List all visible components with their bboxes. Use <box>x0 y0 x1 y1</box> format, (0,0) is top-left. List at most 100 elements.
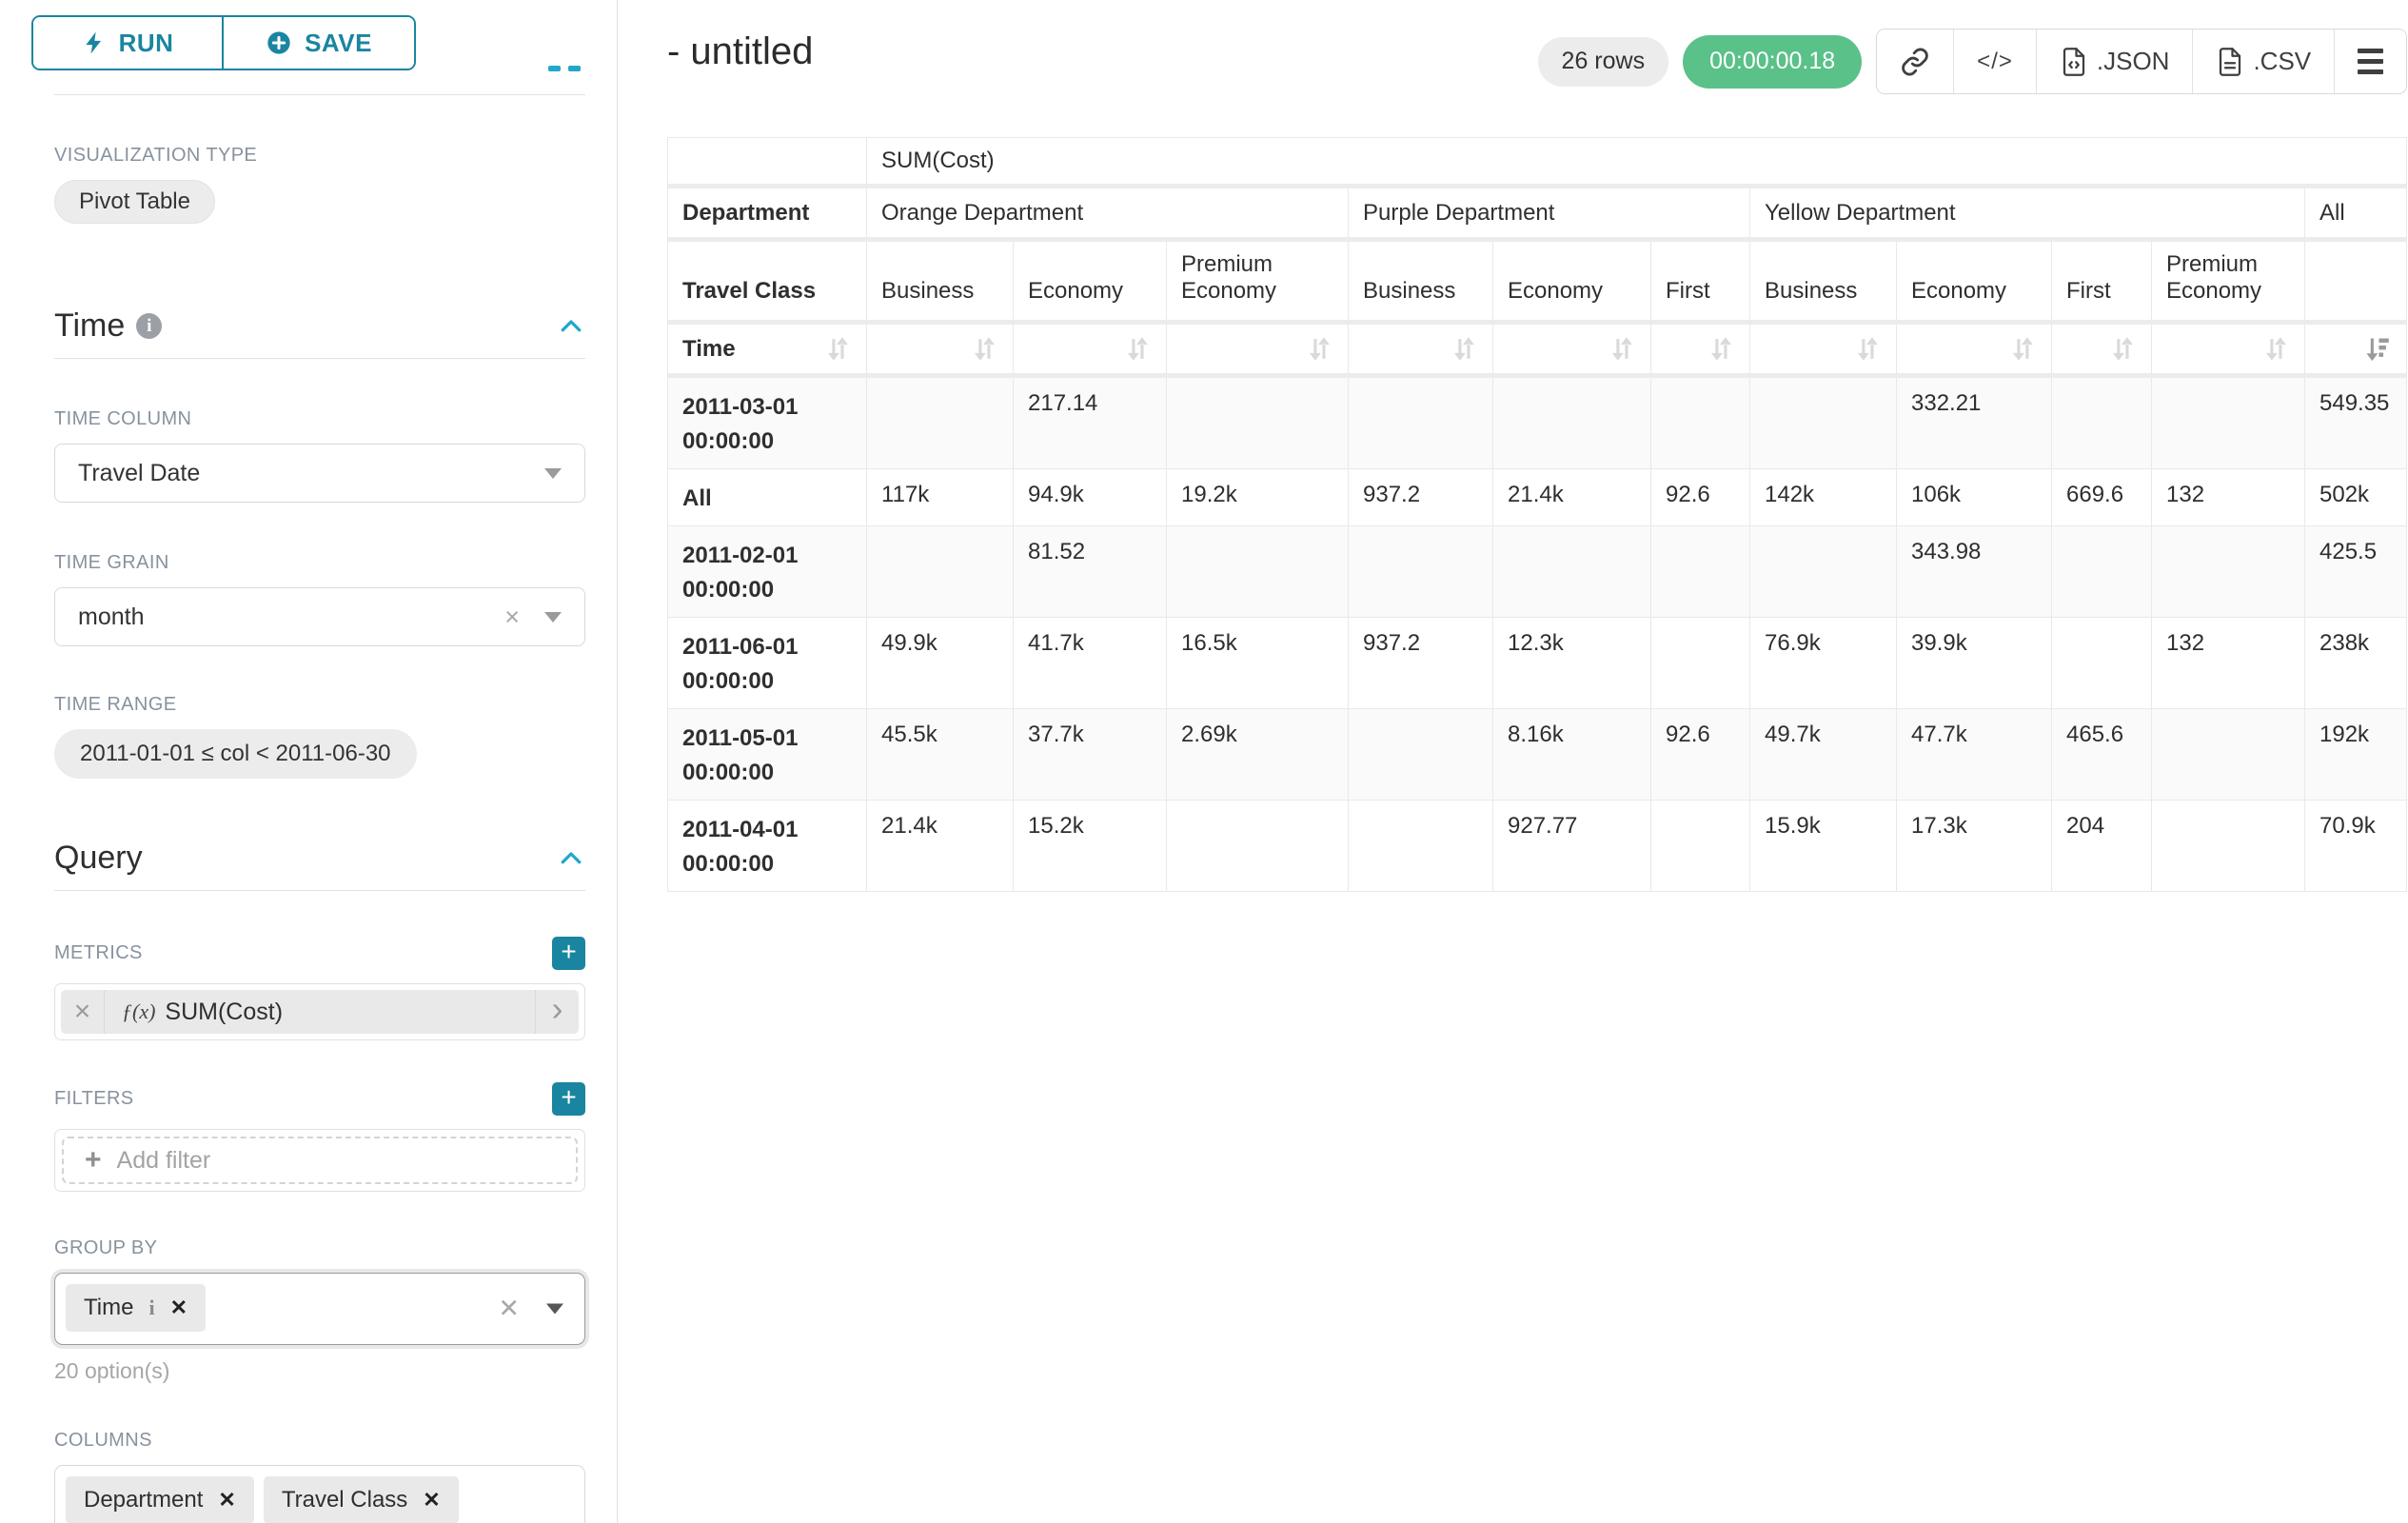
time-grain-label: TIME GRAIN <box>54 552 169 573</box>
menu-button[interactable] <box>2334 30 2407 93</box>
row-header-cell: 2011-02-01 00:00:00 <box>668 526 867 618</box>
time-range-value[interactable]: 2011-01-01 ≤ col < 2011-06-30 <box>54 729 417 779</box>
pivot-value-cell: 81.52 <box>1014 526 1167 618</box>
pivot-value-cell <box>1167 801 1349 892</box>
export-json-label: .JSON <box>2096 47 2170 75</box>
pivot-value-cell: 15.2k <box>1014 801 1167 892</box>
sort-icon[interactable] <box>1706 334 1735 364</box>
clear-icon[interactable]: × <box>504 602 520 631</box>
sort-icon[interactable] <box>969 334 998 364</box>
time-column-label: TIME COLUMN <box>54 408 192 429</box>
metric-header-cell: SUM(Cost) <box>867 138 2408 188</box>
run-button[interactable]: RUN <box>33 17 224 69</box>
pivot-value-cell <box>1349 709 1493 801</box>
sort-icon[interactable] <box>1449 334 1478 364</box>
chart-title[interactable]: - untitled <box>667 30 814 72</box>
travel-class-header: Premium Economy <box>1167 242 1349 325</box>
remove-tag-icon[interactable]: ✕ <box>169 1296 188 1319</box>
sort-icon[interactable] <box>1852 334 1882 364</box>
travel-class-header: Business <box>1349 242 1493 325</box>
add-filter-button[interactable]: + <box>552 1082 585 1116</box>
metric-header-row: SUM(Cost) <box>668 138 2408 188</box>
function-icon: ƒ(x) <box>122 999 156 1023</box>
sort-icon[interactable] <box>1122 334 1152 364</box>
columns-select[interactable]: Department ✕ Travel Class ✕ ✕ <box>54 1465 585 1523</box>
time-grain-select[interactable]: month × <box>54 587 585 646</box>
share-link-button[interactable] <box>1877 30 1954 93</box>
pivot-value-cell: 117k <box>867 469 1014 526</box>
pivot-value-cell <box>1167 378 1349 469</box>
sort-icon[interactable] <box>2260 334 2290 364</box>
remove-tag-icon[interactable]: ✕ <box>423 1488 441 1512</box>
query-timer-badge: 00:00:00.18 <box>1683 34 1863 89</box>
file-code-icon <box>2060 46 2088 78</box>
add-filter-dropzone[interactable]: + Add filter <box>62 1137 578 1184</box>
columns-label: COLUMNS <box>54 1430 152 1451</box>
pivot-value-cell: 70.9k <box>2305 801 2408 892</box>
remove-tag-icon[interactable]: ✕ <box>218 1488 236 1512</box>
pivot-value-cell <box>1651 618 1750 709</box>
sort-icon[interactable] <box>1607 334 1636 364</box>
sort-icon[interactable] <box>1304 334 1333 364</box>
export-json-button[interactable]: .JSON <box>2035 30 2193 93</box>
sortable-column-header <box>2052 325 2152 378</box>
pivot-value-cell: 549.35 <box>2305 378 2408 469</box>
add-metric-button[interactable]: + <box>552 937 585 970</box>
remove-metric-icon[interactable]: × <box>61 990 105 1034</box>
save-button[interactable]: SAVE <box>224 17 414 69</box>
pivot-value-cell <box>2152 526 2305 618</box>
plus-icon: + <box>85 1144 102 1176</box>
sortable-column-header <box>1167 325 1349 378</box>
run-button-label: RUN <box>118 28 174 57</box>
sort-descending-icon[interactable] <box>2362 334 2392 364</box>
pivot-value-cell: 49.9k <box>867 618 1014 709</box>
link-icon <box>1900 47 1930 77</box>
pivot-value-cell <box>1651 801 1750 892</box>
query-section-title: Query <box>54 840 143 876</box>
clipped-icon <box>568 66 581 71</box>
department-header-row: Department Orange Department Purple Depart… <box>668 188 2408 242</box>
pivot-value-cell: 92.6 <box>1651 709 1750 801</box>
pivot-data-row: 2011-02-01 00:00:00 81.52 343.98 425.5 <box>668 526 2408 618</box>
clear-icon[interactable]: ✕ <box>498 1294 520 1323</box>
metric-pill[interactable]: × ƒ(x) SUM(Cost) › <box>61 990 579 1034</box>
sort-icon[interactable] <box>822 334 852 364</box>
travel-class-header: Premium Economy <box>2152 242 2305 325</box>
pivot-data-row: 2011-04-01 00:00:00 21.4k 15.2k 927.77 15.9k… <box>668 801 2408 892</box>
sort-icon[interactable] <box>2107 334 2137 364</box>
pivot-value-cell: 16.5k <box>1167 618 1349 709</box>
visualization-type-value[interactable]: Pivot Table <box>54 180 215 224</box>
department-group-header: Yellow Department <box>1750 188 2305 242</box>
pivot-value-cell: 76.9k <box>1750 618 1897 709</box>
tag-label: Department <box>84 1487 204 1513</box>
pivot-value-cell: 192k <box>2305 709 2408 801</box>
pivot-value-cell <box>1651 526 1750 618</box>
add-filter-label: Add filter <box>116 1146 211 1174</box>
department-group-header: All <box>2305 188 2408 242</box>
chevron-right-icon[interactable]: › <box>535 990 579 1034</box>
pivot-value-cell: 39.9k <box>1897 618 2052 709</box>
export-csv-button[interactable]: .CSV <box>2192 30 2335 93</box>
pivot-value-cell: 132 <box>2152 469 2305 526</box>
time-column-select[interactable]: Travel Date <box>54 444 585 503</box>
chart-control-sidebar: Chart Type RUN SAVE <box>0 0 618 1523</box>
pivot-value-cell: 19.2k <box>1167 469 1349 526</box>
pivot-value-cell: 41.7k <box>1014 618 1167 709</box>
group-by-select[interactable]: Time i ✕ ✕ <box>54 1273 585 1345</box>
pivot-table-container: SUM(Cost) Department Orange Department Purp… <box>667 137 2408 892</box>
pivot-value-cell: 21.4k <box>867 801 1014 892</box>
sort-icon[interactable] <box>2007 334 2037 364</box>
sortable-column-header <box>867 325 1014 378</box>
pivot-value-cell: 937.2 <box>1349 469 1493 526</box>
info-icon: i <box>136 313 163 339</box>
travel-class-header: Business <box>1750 242 1897 325</box>
pivot-value-cell <box>867 378 1014 469</box>
view-query-button[interactable]: </> <box>1953 30 2036 93</box>
chevron-up-icon[interactable] <box>557 312 585 341</box>
pivot-value-cell: 49.7k <box>1750 709 1897 801</box>
divider <box>54 94 585 95</box>
time-section-header: Time i <box>54 307 585 345</box>
pivot-value-cell <box>1349 378 1493 469</box>
pivot-value-cell: 425.5 <box>2305 526 2408 618</box>
chevron-up-icon[interactable] <box>557 844 585 873</box>
